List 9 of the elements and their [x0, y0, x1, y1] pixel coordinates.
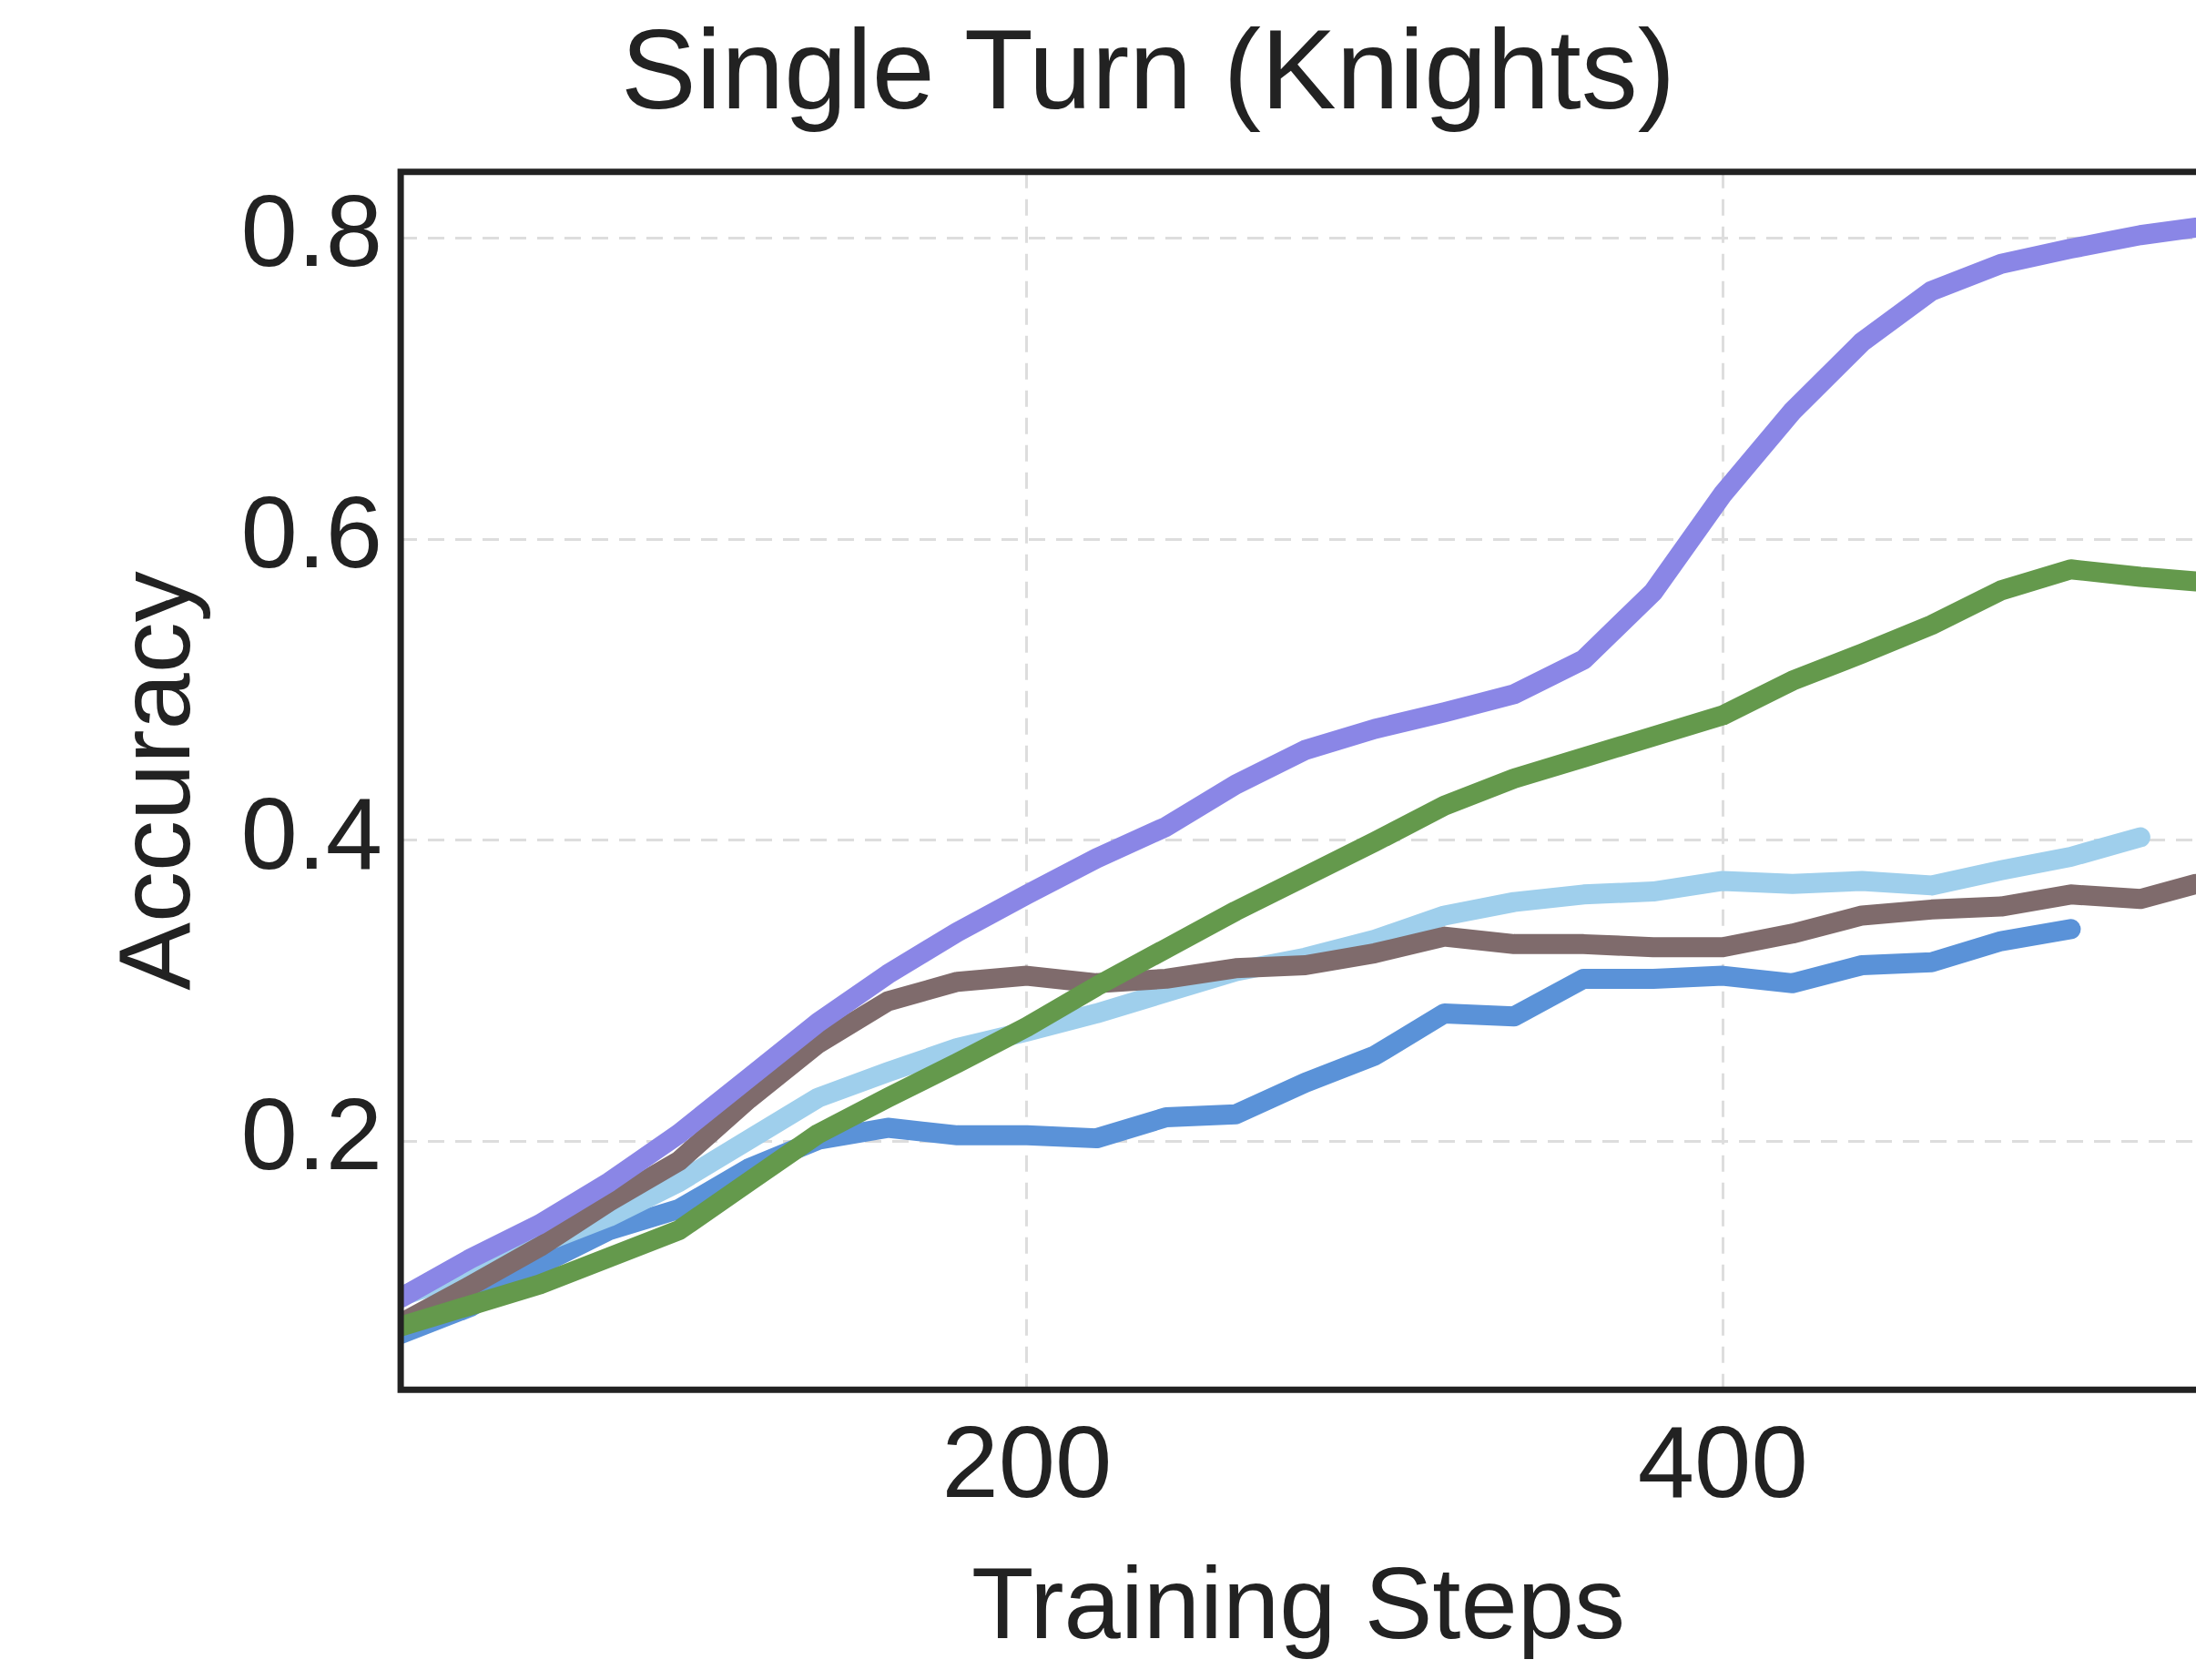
y-tick-label: 0.4 — [240, 776, 383, 891]
y-tick-label: 0.2 — [240, 1077, 383, 1192]
y-tick-label: 0.8 — [240, 174, 383, 289]
y-tick-label: 0.6 — [240, 475, 383, 590]
y-axis-title: Accuracy — [97, 571, 212, 991]
x-axis-title: Training Steps — [971, 1545, 1626, 1660]
x-tick-label: 400 — [1637, 1405, 1808, 1520]
chart-title: Single Turn (Knights) — [621, 5, 1675, 132]
x-tick-label: 200 — [941, 1405, 1113, 1520]
